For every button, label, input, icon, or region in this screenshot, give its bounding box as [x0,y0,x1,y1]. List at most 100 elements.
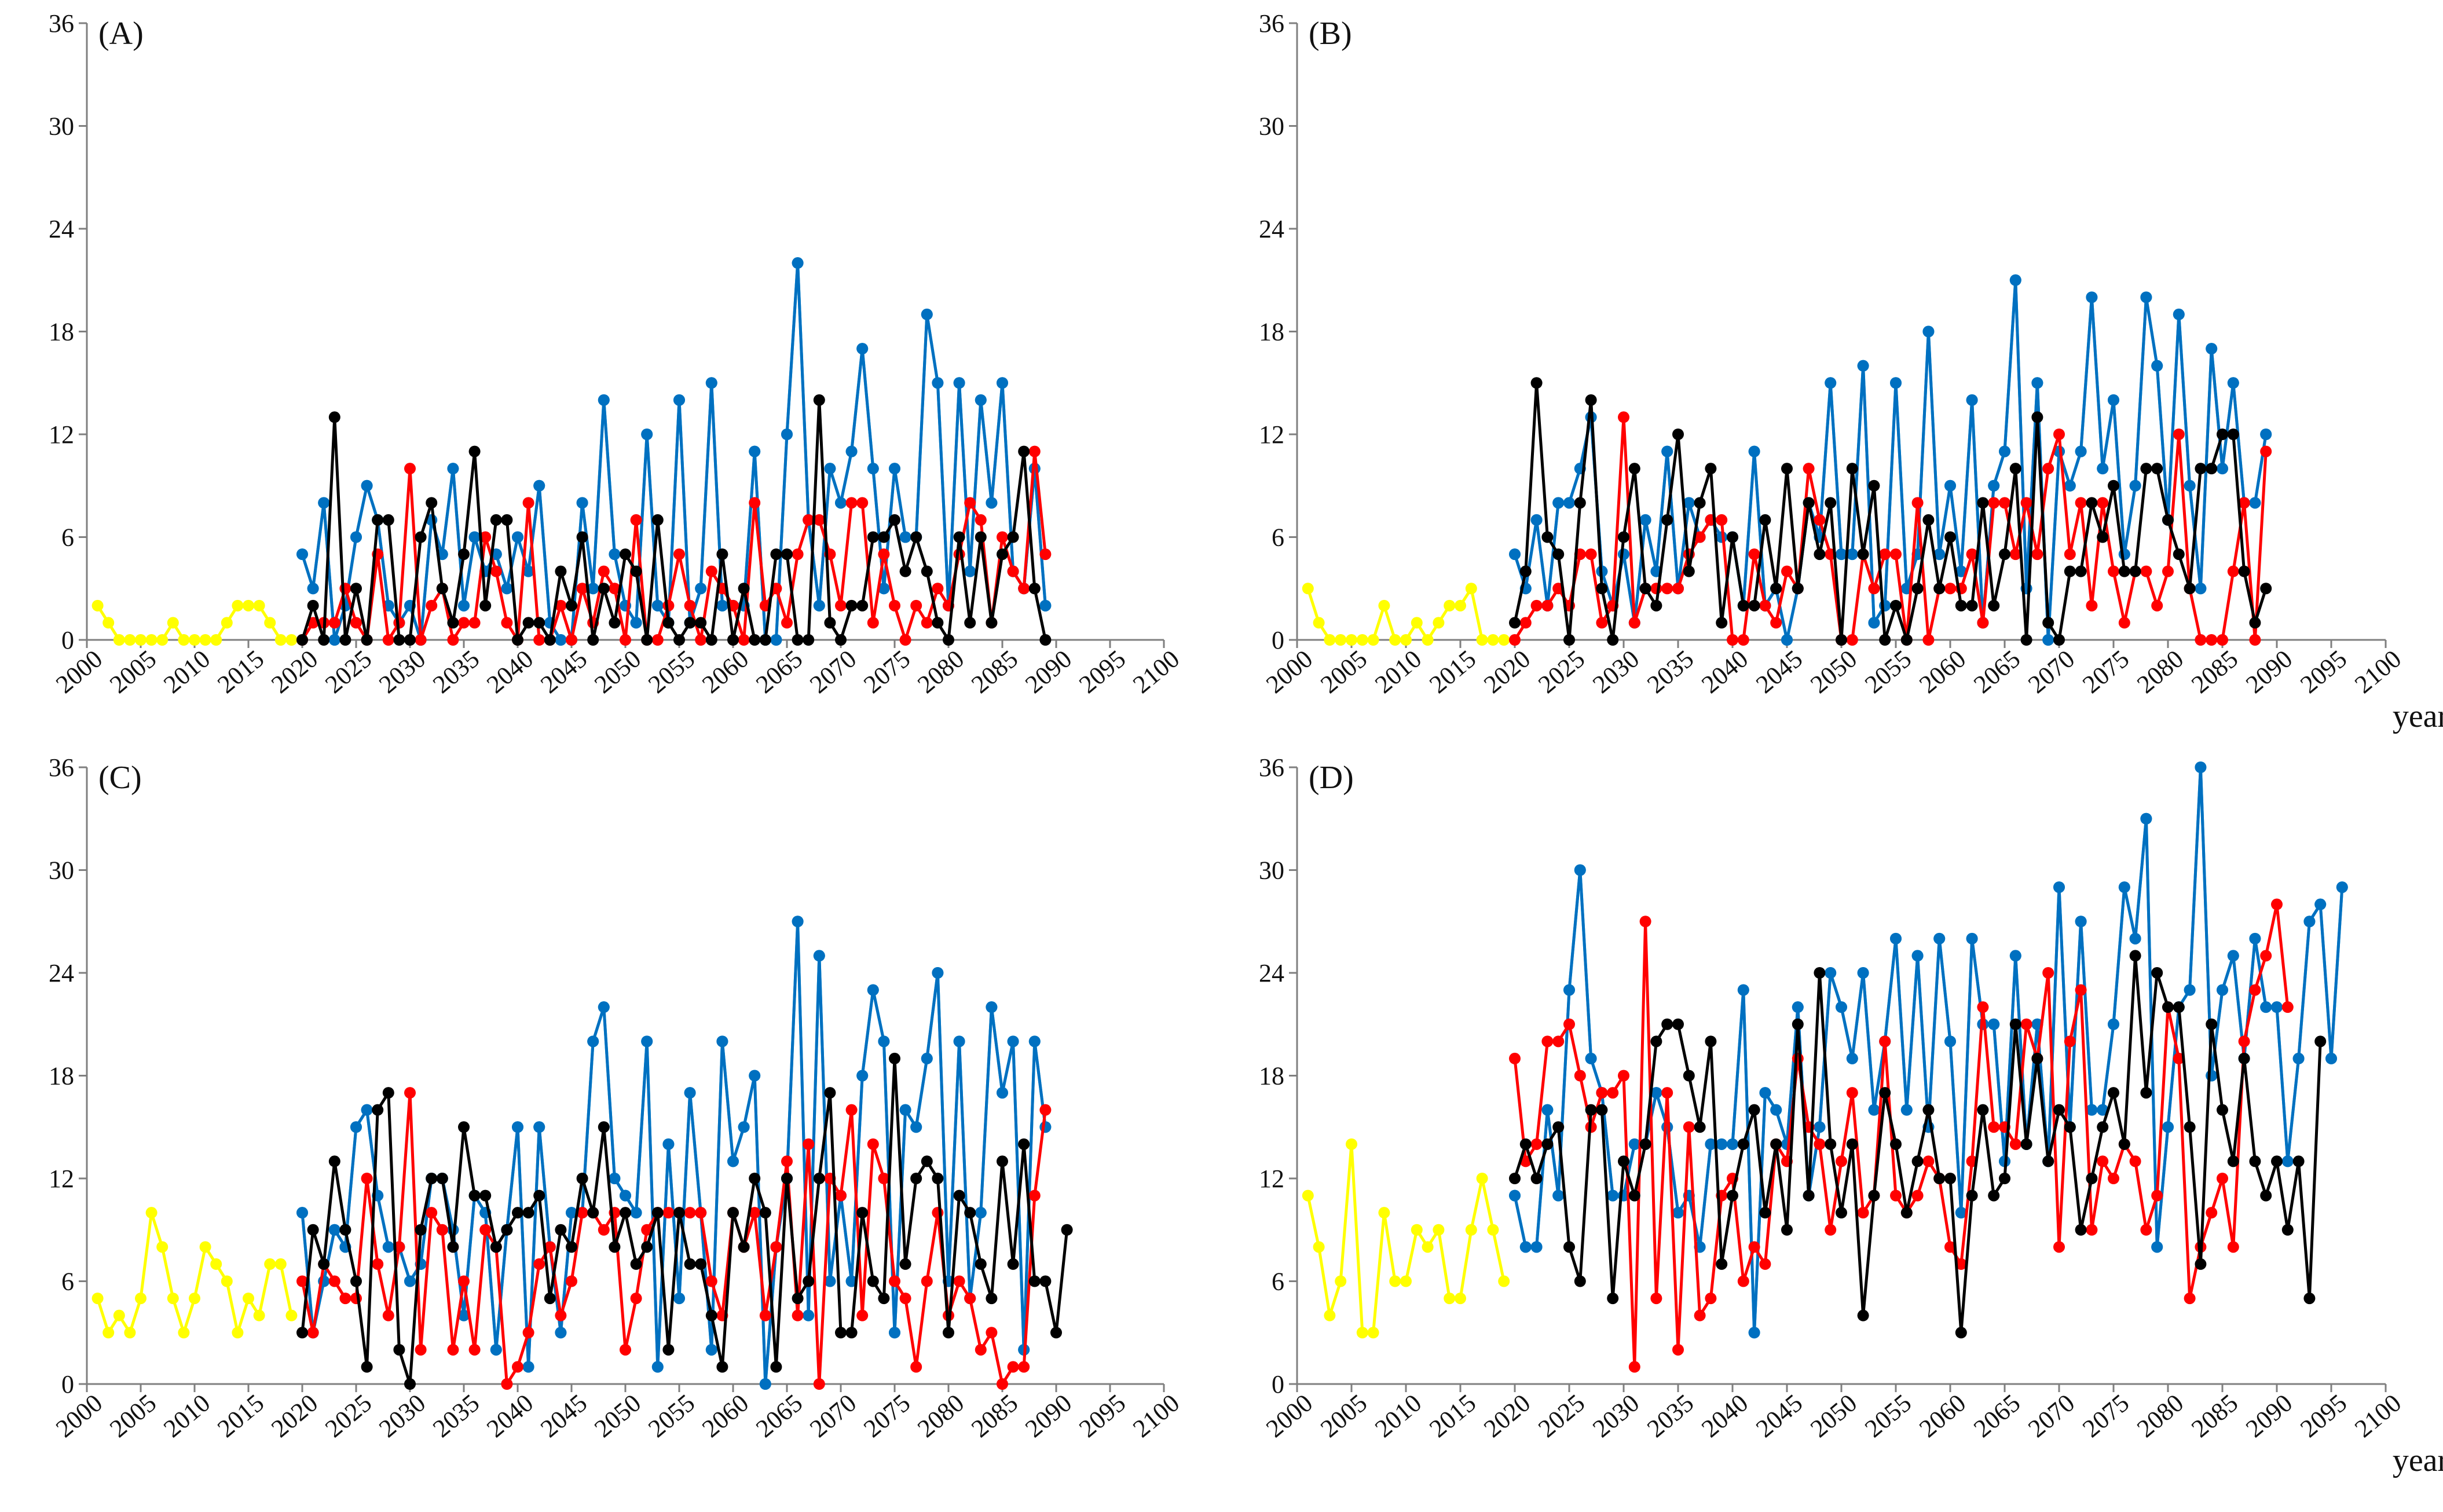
data-point [404,1378,416,1390]
data-point [490,1241,502,1253]
data-point [673,1293,685,1305]
data-point [2140,1224,2152,1236]
data-point [1607,1087,1619,1099]
data-point [1628,617,1640,629]
data-point [102,1327,115,1339]
series-line-blue [301,261,1047,642]
data-point [986,497,998,509]
data-point [1770,583,1782,595]
data-point [1444,599,1456,612]
data-point [975,531,987,543]
data-point [2162,514,2174,526]
data-point [2031,1052,2043,1064]
data-point [1585,1052,1597,1064]
data-point [2303,1293,2316,1305]
data-point [1639,514,1651,526]
data-point [856,599,869,612]
data-point [436,583,448,595]
data-point [986,1327,998,1339]
data-point [2108,1173,2119,1184]
data-point [1650,1035,1662,1048]
data-point [555,634,567,646]
data-point [318,497,330,509]
data-point [350,583,362,595]
data-point [1007,565,1019,577]
data-point [2031,411,2043,423]
data-point [566,599,577,612]
data-point [328,634,340,646]
data-point [598,583,610,595]
data-point [975,514,987,526]
data-point [2042,463,2054,475]
data-point [1574,1070,1586,1082]
y-tick-label: 24 [1259,215,1284,243]
y-tick-label: 6 [61,1268,74,1296]
data-point [1302,1189,1314,1202]
data-point [2075,984,2087,996]
data-point [468,445,481,457]
data-point [1792,1001,1804,1013]
data-point [770,1361,782,1373]
data-point [630,514,642,526]
data-point [932,1173,944,1184]
data-point [899,1104,911,1116]
data-point [803,634,815,646]
data-point [1944,583,1956,595]
data-point [921,565,933,577]
data-point [232,1327,244,1339]
data-point [361,1104,373,1116]
data-point [210,1258,222,1270]
data-point [921,1275,933,1287]
data-point [2281,1155,2294,1167]
data-point [1530,377,1543,389]
data-point [1400,1275,1412,1287]
data-point [135,1293,146,1305]
data-point [749,1207,761,1219]
data-point [1944,531,1956,543]
data-point [1552,1121,1565,1133]
y-tick-label: 6 [1272,1268,1284,1296]
data-point [2151,599,2163,612]
data-point [910,1361,922,1373]
data-point [1476,1173,1488,1184]
data-point [479,1224,492,1236]
data-point [2009,1138,2021,1150]
data-point [1814,548,1826,561]
data-point [1028,1035,1041,1048]
data-point [479,531,492,543]
data-point [1650,1087,1662,1099]
data-point [1487,1224,1499,1236]
data-point [651,634,664,646]
data-point [490,514,502,526]
data-point [1618,411,1629,423]
data-point [1018,1138,1030,1150]
data-point [2118,881,2130,894]
data-point [113,634,125,646]
data-point [135,634,146,646]
data-point [382,1087,394,1099]
data-point [1955,565,1967,577]
data-point [1683,565,1695,577]
data-point [598,1001,610,1013]
data-point [2140,812,2152,825]
data-point [781,617,793,629]
data-point [921,1052,933,1064]
data-point [662,1138,675,1150]
data-point [835,1189,847,1202]
data-point [458,1275,470,1287]
data-point [2075,497,2087,509]
data-point [2271,898,2283,910]
data-point [2042,634,2054,646]
data-point [1618,1070,1629,1082]
data-point [2249,617,2261,629]
data-point [1759,599,1771,612]
data-point [845,599,858,612]
data-point [1530,1241,1543,1253]
data-point [1922,634,1935,646]
data-point [2206,1018,2218,1030]
data-point [447,1241,459,1253]
data-point [1039,634,1052,646]
data-point [2086,1104,2098,1116]
data-point [2020,497,2032,509]
